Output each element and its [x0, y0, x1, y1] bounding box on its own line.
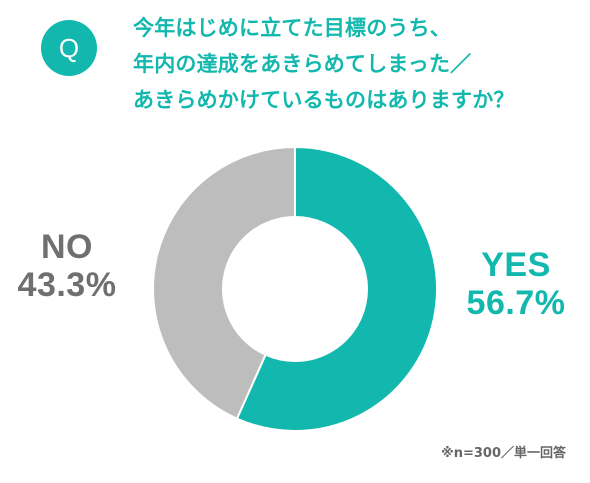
question-line-3: あきらめかけているものはありますか？	[133, 88, 515, 112]
donut-slice-no	[152, 145, 296, 420]
donut-slice-yes	[235, 145, 438, 432]
question-line-1: 今年はじめに立てた目標のうち、	[133, 16, 451, 40]
slice-label-no-value: 43.3%	[17, 266, 117, 304]
question-badge-letter: Q	[58, 32, 80, 63]
slice-label-yes: YES 56.7%	[454, 246, 578, 322]
slice-label-no: NO 43.3%	[8, 228, 126, 304]
question-badge: Q	[41, 20, 97, 76]
slice-label-no-category: NO	[41, 228, 93, 266]
question-title: 今年はじめに立てた目標のうち、 年内の達成をあきらめてしまった／ あきらめかけて…	[133, 10, 583, 118]
question-line-2: 年内の達成をあきらめてしまった／	[133, 52, 472, 76]
sample-note: ※n=300／単一回答	[441, 446, 566, 461]
slice-label-yes-category: YES	[481, 246, 551, 284]
slice-label-yes-value: 56.7%	[466, 284, 566, 322]
